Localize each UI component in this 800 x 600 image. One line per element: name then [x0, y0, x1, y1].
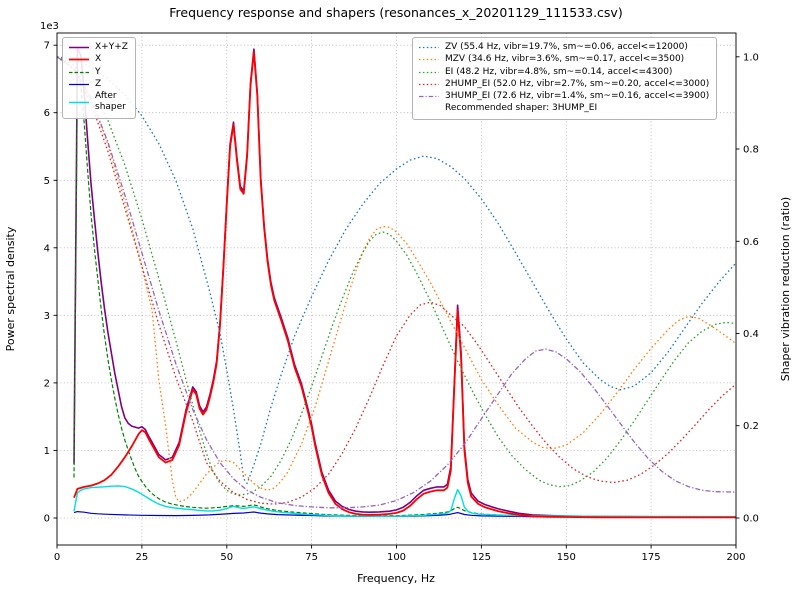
legend-item-recommendation-line-sample	[418, 104, 440, 113]
y-left-tick-label: 0	[44, 514, 50, 525]
series-z	[73, 511, 737, 518]
chart-title: Frequency response and shapers (resonanc…	[169, 5, 622, 20]
legend-item-ei: EI (48.2 Hz, vibr=4.8%, sm~=0.14, accel<…	[418, 67, 709, 78]
x-tick-label: 175	[642, 552, 661, 563]
y-axis-label-right: Shaper vibration reduction (ratio)	[779, 197, 792, 381]
series-zv	[56, 56, 737, 485]
legend-item-2hump_ei-line-sample	[419, 83, 439, 86]
y-right-tick-label: 0.6	[743, 237, 759, 248]
legend-item-y-label: Y	[95, 66, 101, 77]
x-tick-label: 150	[557, 552, 576, 563]
y-left-tick-label: 5	[44, 176, 50, 187]
legend-item-z: Z	[68, 79, 128, 90]
legend-item-ei-line-sample	[419, 71, 439, 73]
x-tick-label: 50	[220, 552, 233, 563]
tick-layer: 0 25 50 75 100 125 150 175 200 0 1 2 3 4 5 6 7 0.0 0.2 0.4 0…	[44, 41, 759, 563]
legend-item-recommendation-label: Recommended shaper: 3HUMP_EI	[445, 103, 598, 114]
y-left-tick-label: 2	[44, 378, 50, 389]
legend-item-z-line-sample	[69, 83, 89, 85]
series-layer	[56, 47, 737, 519]
legend-item-zv: ZV (55.4 Hz, vibr=19.7%, sm~=0.06, accel…	[418, 42, 709, 53]
x-axis-label: Frequency, Hz	[357, 572, 435, 585]
legend-item-zv-label: ZV (55.4 Hz, vibr=19.7%, sm~=0.06, accel…	[445, 42, 688, 52]
legend-item-ei-label: EI (48.2 Hz, vibr=4.8%, sm~=0.14, accel<…	[445, 66, 673, 77]
y-left-tick-label: 6	[44, 108, 50, 119]
legend-item-sum: X+Y+Z	[68, 42, 128, 53]
series-2hump_ei	[56, 56, 737, 505]
y-left-offset-label: 1e3	[40, 21, 59, 32]
legend-item-mzv-label: MZV (34.6 Hz, vibr=3.6%, sm~=0.17, accel…	[445, 54, 685, 65]
legend-item-x-line-sample	[69, 58, 89, 61]
y-axis-label-left: Power spectral density	[4, 226, 17, 351]
y-right-tick-label: 0.0	[743, 514, 759, 525]
legend-item-3hump_ei-line-sample	[419, 95, 439, 98]
legend-shapers: ZV (55.4 Hz, vibr=19.7%, sm~=0.06, accel…	[412, 37, 718, 120]
x-tick-label: 125	[472, 552, 491, 563]
legend-item-recommendation: Recommended shaper: 3HUMP_EI	[418, 103, 709, 114]
legend-item-y: Y	[68, 67, 128, 78]
legend-item-sum-label: X+Y+Z	[95, 42, 128, 52]
legend-item-3hump_ei-label: 3HUMP_EI (72.6 Hz, vibr=1.4%, sm~=0.16, …	[445, 91, 710, 101]
series-x	[73, 51, 736, 519]
legend-item-after-shaper-label: After shaper	[95, 91, 126, 113]
legend-item-sum-line-sample	[69, 46, 89, 49]
legend-psd: X+Y+Z X Y Z After shaper	[62, 37, 136, 119]
y-left-tick-label: 7	[44, 41, 50, 52]
legend-item-2hump_ei: 2HUMP_EI (52.0 Hz, vibr=2.7%, sm~=0.20, …	[418, 79, 709, 90]
y-left-tick-label: 1	[44, 446, 50, 457]
x-tick-label: 75	[305, 552, 318, 563]
series-y	[73, 78, 737, 518]
y-left-tick-label: 3	[44, 311, 50, 322]
x-tick-label: 0	[54, 552, 60, 563]
y-right-tick-label: 1.0	[743, 52, 759, 63]
x-tick-label: 200	[726, 552, 745, 563]
y-right-tick-label: 0.8	[743, 145, 759, 156]
legend-item-mzv: MZV (34.6 Hz, vibr=3.6%, sm~=0.17, accel…	[418, 54, 709, 65]
y-right-tick-label: 0.4	[743, 329, 759, 340]
x-tick-label: 25	[136, 552, 149, 563]
legend-item-3hump_ei: 3HUMP_EI (72.6 Hz, vibr=1.4%, sm~=0.16, …	[418, 91, 709, 102]
series-after-shaper	[73, 485, 737, 518]
series-ei	[56, 56, 737, 496]
y-right-tick-label: 0.2	[743, 421, 759, 432]
y-left-tick-label: 4	[44, 243, 50, 254]
x-tick-label: 100	[387, 552, 406, 563]
legend-item-after-shaper: After shaper	[68, 91, 128, 114]
legend-item-2hump_ei-label: 2HUMP_EI (52.0 Hz, vibr=2.7%, sm~=0.20, …	[445, 78, 710, 89]
legend-item-x-label: X	[95, 54, 102, 65]
legend-item-after-shaper-line-sample	[69, 101, 89, 103]
legend-item-z-label: Z	[95, 78, 102, 89]
series-mzv	[56, 56, 737, 503]
legend-item-zv-line-sample	[419, 46, 439, 49]
legend-item-mzv-line-sample	[419, 59, 439, 61]
legend-item-y-line-sample	[69, 71, 89, 73]
series-3hump_ei	[56, 56, 737, 509]
legend-item-x: X	[68, 54, 128, 65]
